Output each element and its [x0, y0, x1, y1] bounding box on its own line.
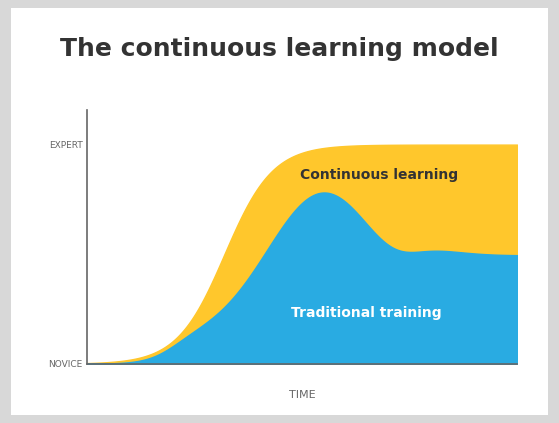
Text: Traditional training: Traditional training	[291, 306, 442, 320]
Text: The continuous learning model: The continuous learning model	[60, 37, 499, 60]
Text: Continuous learning: Continuous learning	[300, 168, 458, 181]
Text: TIME: TIME	[288, 390, 315, 400]
